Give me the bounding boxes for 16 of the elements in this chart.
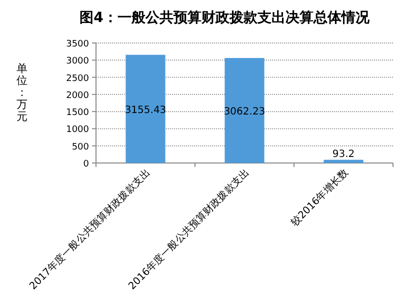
data-label: 3062.23 [224,106,266,118]
y-tick-label: 1500 [66,108,90,118]
bar [224,58,264,163]
y-tick-label: 500 [72,142,90,152]
y-axis-title: 单位：万元 [16,62,28,123]
y-tick-label: 0 [83,160,90,170]
y-tick-label: 2500 [66,74,90,84]
data-label: 93.2 [332,148,355,160]
y-tick-label: 3000 [66,56,90,67]
data-label: 3155.43 [124,104,166,116]
chart-title: 图4：一般公共预算财政拨款支出决算总体情况 [80,10,370,26]
bar [126,54,166,163]
y-tick-label: 1000 [66,125,90,136]
y-tick-label: 3500 [66,40,90,50]
bar [324,160,364,163]
y-tick-label: 2000 [66,90,90,101]
